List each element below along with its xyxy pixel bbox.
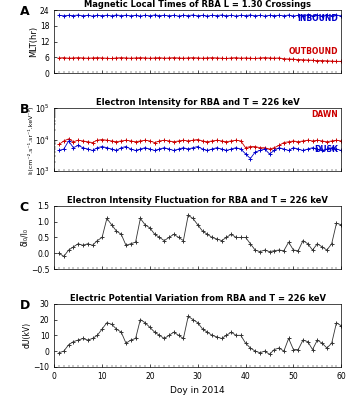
Text: A: A (20, 5, 29, 18)
Text: DUSK: DUSK (315, 145, 338, 154)
Text: OUTBOUND: OUTBOUND (289, 47, 338, 56)
Text: D: D (20, 299, 30, 312)
Text: C: C (20, 201, 29, 214)
Text: DAWN: DAWN (312, 110, 338, 119)
Title: Electron Intensity Fluctuation for RBA and T = 226 keV: Electron Intensity Fluctuation for RBA a… (67, 196, 328, 205)
Title: Magnetic Local Times of RBA L = 1.30 Crossings: Magnetic Local Times of RBA L = 1.30 Cro… (84, 0, 311, 9)
Title: Electron Intensity for RBA and T = 226 keV: Electron Intensity for RBA and T = 226 k… (96, 98, 300, 107)
Y-axis label: MLT(hr): MLT(hr) (29, 26, 38, 57)
Text: INBOUND: INBOUND (298, 14, 338, 23)
Title: Electric Potential Variation from RBA and T = 226 keV: Electric Potential Variation from RBA an… (70, 294, 326, 303)
Text: B: B (20, 103, 29, 116)
X-axis label: Doy in 2014: Doy in 2014 (170, 386, 225, 395)
Y-axis label: I₀(cm⁻².s⁻¹.sr⁻¹.keV⁻¹): I₀(cm⁻².s⁻¹.sr⁻¹.keV⁻¹) (27, 105, 33, 174)
Y-axis label: dU(kV): dU(kV) (23, 322, 32, 348)
Y-axis label: δI₀/I₀: δI₀/I₀ (21, 229, 29, 247)
